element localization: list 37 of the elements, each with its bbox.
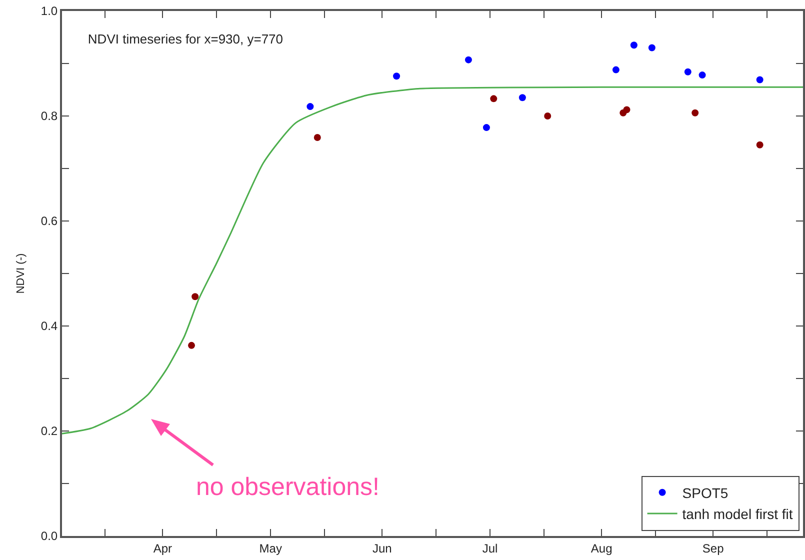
legend-label: tanh model first fit	[682, 506, 793, 522]
point	[544, 112, 552, 120]
y-tick-label: 0.6	[40, 214, 58, 228]
text: NDVI timeseries for x=930, y=770	[88, 32, 284, 47]
point	[630, 42, 638, 49]
x-tick-label: May	[259, 541, 282, 556]
point	[306, 103, 314, 110]
point	[698, 72, 706, 79]
point	[188, 342, 195, 349]
legend-label: SPOT5	[682, 484, 728, 501]
y-tick-label: 0.4	[40, 319, 58, 334]
point	[612, 66, 620, 74]
point	[518, 94, 526, 102]
x-tick-label: Aug	[590, 541, 612, 556]
point	[756, 141, 764, 148]
point	[692, 109, 699, 116]
y-tick-label: 0.0	[40, 529, 58, 544]
point	[756, 76, 764, 84]
x-tick-label: Apr	[153, 541, 172, 556]
point	[684, 68, 692, 76]
point	[464, 56, 472, 64]
y-tick-label: 0.2	[40, 424, 58, 438]
line-series	[62, 86, 803, 434]
point	[490, 95, 498, 102]
annotation: no observations!	[196, 473, 380, 501]
y-axis-title: NDVI (-)	[15, 253, 28, 294]
point	[648, 44, 656, 52]
point	[393, 72, 400, 80]
point	[482, 124, 490, 132]
x-tick-label: Jun	[372, 541, 392, 556]
x-tick-label: Sep	[702, 541, 724, 556]
point	[314, 134, 321, 142]
x-tick-label: Jul	[482, 541, 498, 556]
y-tick-label: 1.0	[40, 4, 58, 18]
y-tick-label: 0.8	[40, 109, 58, 124]
point	[623, 106, 630, 114]
point	[192, 293, 199, 300]
